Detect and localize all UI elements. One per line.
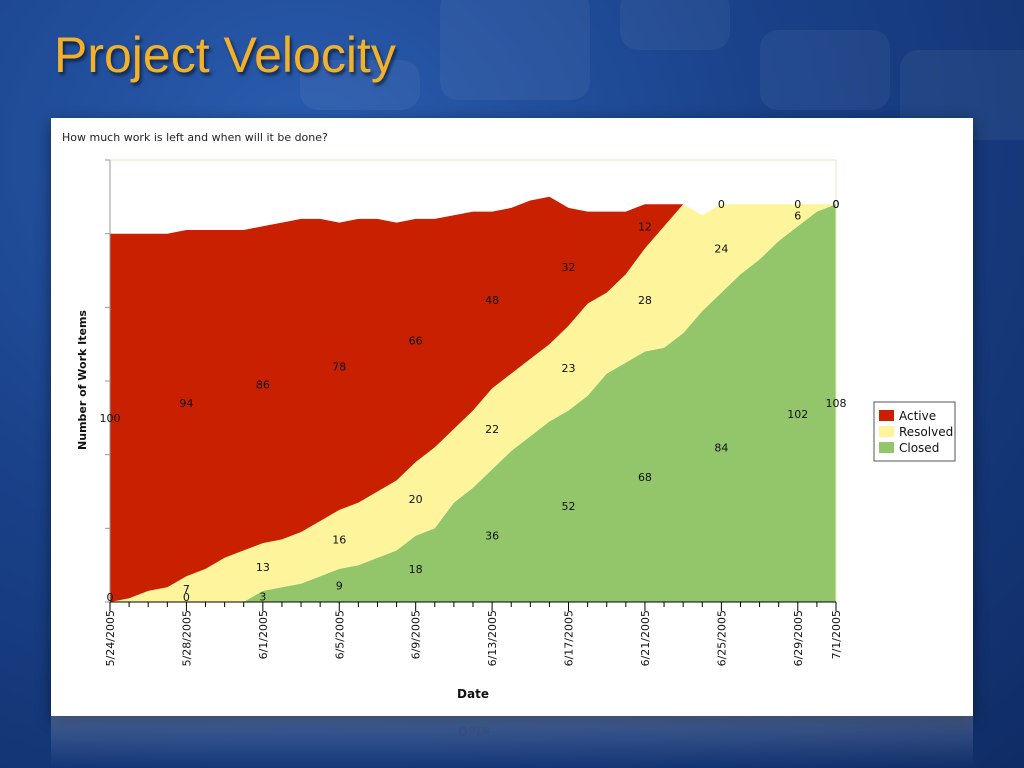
x-tick-label: 6/9/2005 — [410, 610, 423, 659]
x-tick-label: 5/24/2005 — [104, 610, 117, 666]
data-label-closed: 36 — [485, 530, 499, 543]
legend: Active Resolved Closed — [873, 401, 956, 462]
legend-label-closed: Closed — [899, 441, 939, 455]
velocity-chart: How much work is left and when will it b… — [62, 131, 956, 701]
x-axis-title: Date — [457, 687, 489, 701]
legend-swatch-active — [879, 410, 894, 421]
background-tile — [300, 60, 420, 110]
x-tick-label: 6/21/2005 — [639, 610, 652, 666]
data-label-active: 94 — [179, 397, 193, 410]
data-label-closed: 52 — [562, 500, 576, 513]
data-label-resolved: 0 — [833, 198, 840, 211]
x-tick-label: 6/13/2005 — [486, 610, 499, 666]
x-tick-label: 6/5/2005 — [333, 610, 346, 659]
legend-label-resolved: Resolved — [899, 425, 953, 439]
x-tick-label: 6/25/2005 — [715, 610, 728, 666]
legend-label-active: Active — [899, 409, 936, 423]
data-label-closed: 68 — [638, 471, 652, 484]
x-tick-label: 6/17/2005 — [563, 610, 576, 666]
data-label-closed: 3 — [259, 591, 266, 604]
data-label-resolved: 6 — [794, 209, 801, 222]
data-label-closed: 0 — [183, 591, 190, 604]
background-tile — [620, 0, 730, 50]
data-label-active: 78 — [332, 360, 346, 373]
background-tile — [760, 30, 890, 110]
chart-reflection — [51, 716, 973, 768]
area-closed — [110, 204, 836, 602]
data-label-closed: 84 — [714, 441, 728, 454]
data-label-closed: 102 — [787, 408, 808, 421]
data-label-active: 0 — [718, 198, 725, 211]
data-label-active: 100 — [100, 412, 121, 425]
data-label-resolved: 7 — [183, 583, 190, 596]
legend-swatch-closed — [879, 442, 894, 453]
reflection-date-label: Date — [458, 724, 490, 738]
data-label-resolved: 20 — [409, 493, 423, 506]
data-label-resolved: 13 — [256, 561, 270, 574]
data-label-resolved: 28 — [638, 294, 652, 307]
y-axis-title: Number of Work Items — [76, 310, 89, 450]
data-label-resolved: 23 — [562, 362, 576, 375]
x-tick-label: 7/1/2005 — [830, 610, 843, 659]
axes-group: 5/24/2005 5/28/2005 6/1/2005 6/5/2005 6/9/20… — [104, 159, 843, 666]
data-label-resolved: 16 — [332, 533, 346, 546]
chart-title: How much work is left and when will it b… — [62, 131, 328, 144]
data-label-closed: 9 — [336, 579, 343, 592]
x-tick-label: 6/29/2005 — [792, 610, 805, 666]
data-label-active: 48 — [485, 294, 499, 307]
data-label-resolved: 0 — [107, 591, 114, 604]
data-label-active: 66 — [409, 335, 423, 348]
data-label-active: 86 — [256, 379, 270, 392]
x-tick-label: 5/28/2005 — [180, 610, 193, 666]
data-label-active: 0 — [794, 198, 801, 211]
data-label-resolved: 24 — [714, 242, 728, 255]
data-label-closed: 108 — [826, 397, 847, 410]
data-label-active: 32 — [562, 261, 576, 274]
legend-swatch-resolved — [879, 426, 894, 437]
data-label-resolved: 22 — [485, 423, 499, 436]
area-resolved — [110, 204, 836, 602]
chart-card: How much work is left and when will it b… — [51, 118, 973, 716]
background-tile — [440, 0, 590, 100]
data-label-active: 12 — [638, 220, 652, 233]
data-label-closed: 18 — [409, 563, 423, 576]
data-label-active: 0 — [833, 198, 840, 211]
x-tick-label: 6/1/2005 — [257, 610, 270, 659]
area-active — [110, 196, 836, 603]
area-series-group — [110, 196, 836, 603]
slide-title: Project Velocity — [54, 27, 396, 83]
